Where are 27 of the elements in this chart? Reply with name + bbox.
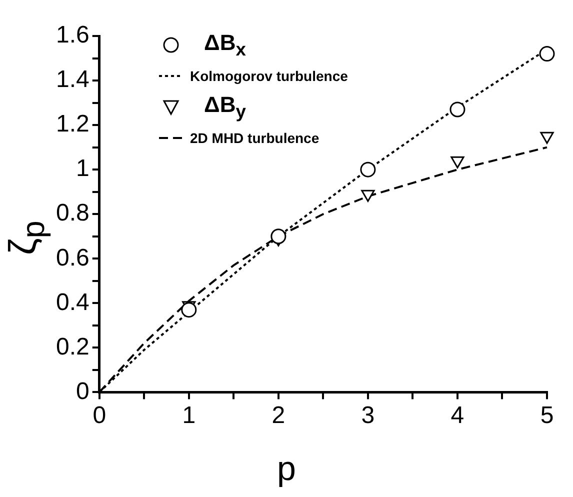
y-tick-label: 1.2 [56,110,90,138]
legend-label: Kolmogorov turbulence [190,68,348,84]
x-axis-title: p [276,450,297,489]
point [181,302,197,318]
legend-label: ΔB$_{y}$ [204,92,246,122]
y-tick-label: 0 [76,378,90,405]
y-tick-label: 0.4 [56,288,90,316]
point [270,228,286,244]
y-tick-label: 1 [76,155,90,182]
legend-label: 2D MHD turbulence [190,130,320,146]
legend-label: ΔB$_{x}$ [204,30,246,60]
x-tick-label: 4 [450,402,464,430]
x-tick-label: 3 [361,402,375,430]
x-tick-label: 5 [540,402,554,430]
point [539,46,555,62]
point [540,132,554,144]
x-tick-label: 2 [272,402,286,430]
y-tick-label: 0.8 [56,200,90,227]
point [361,190,375,202]
y-tick-label: 1.4 [56,66,90,94]
x-tick-label: 1 [182,402,196,430]
point [450,156,464,168]
y-tick-label: 0.2 [56,333,90,360]
y-tick-label: 1.6 [56,22,90,49]
y-tick-label: 0.6 [56,244,90,272]
point [450,102,466,118]
point [360,162,376,178]
